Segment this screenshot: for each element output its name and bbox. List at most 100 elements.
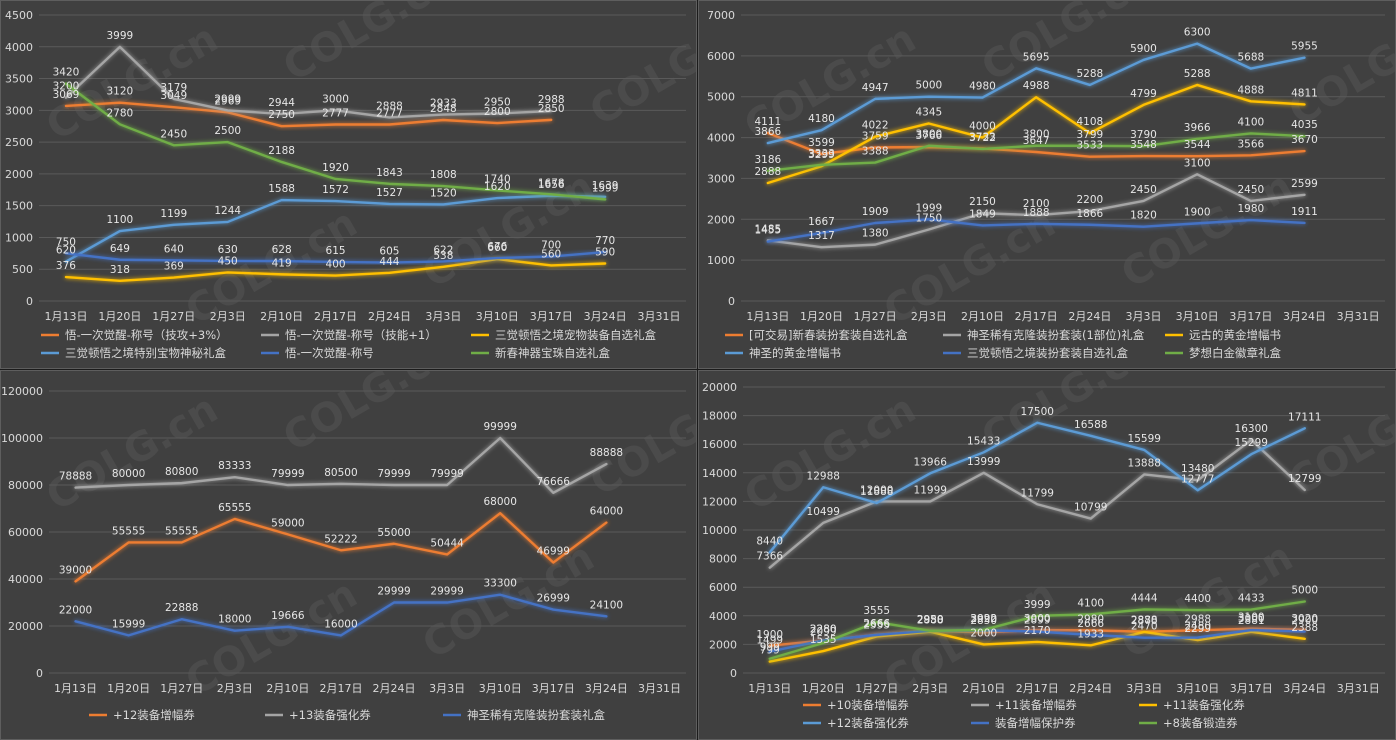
x-tick-label: 1月20日 xyxy=(800,310,843,323)
data-label: 2944 xyxy=(268,97,295,109)
y-tick-label: 16000 xyxy=(702,438,737,451)
data-label: 2950 xyxy=(917,614,944,626)
data-label: 3999 xyxy=(107,30,134,42)
data-label: 3790 xyxy=(1130,129,1157,141)
line-chart-4: COLG.cn COLG.cnCOLG.cnCOLG.cnCOLG.cn02000… xyxy=(702,371,1395,730)
data-label: 4345 xyxy=(915,106,942,118)
y-tick-label: 60000 xyxy=(8,526,43,539)
data-label: 88888 xyxy=(590,447,623,459)
x-tick-label: 3月17日 xyxy=(1229,310,1272,323)
data-label: 640 xyxy=(164,243,184,255)
data-label: 1920 xyxy=(322,162,349,174)
data-label: 5955 xyxy=(1291,41,1318,53)
data-label: 1999 xyxy=(915,202,942,214)
data-label: 649 xyxy=(110,243,130,255)
data-label: 2850 xyxy=(538,103,565,115)
legend-label: 装备增幅保护券 xyxy=(995,716,1076,730)
data-label: 55555 xyxy=(112,525,145,537)
legend-label: 三觉顿悟之境装扮套装自选礼盒 xyxy=(967,346,1128,360)
y-tick-label: 7000 xyxy=(707,9,735,22)
data-label: 2780 xyxy=(107,107,134,119)
y-tick-label: 80000 xyxy=(8,479,43,492)
data-label: 3069 xyxy=(53,89,80,101)
series-line-5 xyxy=(766,218,1306,243)
data-label: 10799 xyxy=(1074,502,1107,514)
data-label: 3733 xyxy=(969,131,996,143)
data-label: 2988 xyxy=(538,94,565,106)
data-label: 318 xyxy=(110,264,130,276)
y-tick-label: 10000 xyxy=(702,524,737,537)
data-label: 5000 xyxy=(1291,585,1318,597)
watermark-text: COLG.cn xyxy=(737,386,924,520)
data-label: 55000 xyxy=(377,527,410,539)
series-line-3 xyxy=(768,630,1306,663)
x-tick-label: 2月10日 xyxy=(962,682,1005,695)
data-label: 2666 xyxy=(1077,618,1104,630)
data-label: 3866 xyxy=(754,126,781,138)
data-label: 3120 xyxy=(107,86,134,98)
legend-label: +11装备增幅券 xyxy=(995,698,1077,712)
data-label: 2800 xyxy=(484,106,511,118)
data-label: 4400 xyxy=(1184,593,1211,605)
data-label: 2299 xyxy=(1184,623,1211,635)
data-label: 68000 xyxy=(484,496,517,508)
y-tick-label: 0 xyxy=(728,295,735,308)
data-label: 3999 xyxy=(1024,599,1051,611)
data-label: 2950 xyxy=(484,97,511,109)
data-label: 2870 xyxy=(1131,615,1158,627)
data-label: 3548 xyxy=(1130,139,1157,151)
x-tick-label: 2月3日 xyxy=(911,310,947,323)
data-label: 79999 xyxy=(377,468,410,480)
data-label: 3020 xyxy=(1291,613,1318,625)
series-line-1 xyxy=(74,511,608,583)
x-tick-label: 3月31日 xyxy=(638,310,681,323)
data-label: 1909 xyxy=(862,206,889,218)
data-label: 4022 xyxy=(862,120,889,132)
data-label: 444 xyxy=(379,256,399,268)
x-tick-label: 1月13日 xyxy=(54,682,97,695)
data-label: 33300 xyxy=(484,578,517,590)
data-label: 2200 xyxy=(1076,194,1103,206)
data-label: 16588 xyxy=(1074,419,1107,431)
legend-label: 新春神器宝珠自选礼盒 xyxy=(495,346,610,360)
series-line-2 xyxy=(64,45,553,119)
data-label: 5288 xyxy=(1076,68,1103,80)
data-label: 2188 xyxy=(268,145,295,157)
data-label: 2777 xyxy=(322,108,349,120)
legend-item: 悟-一次觉醒-称号 xyxy=(261,346,374,360)
data-label: 2480 xyxy=(1184,621,1211,633)
data-label: 2450 xyxy=(1237,184,1264,196)
y-tick-label: 3000 xyxy=(5,104,33,117)
legend-label: +11装备强化券 xyxy=(1163,698,1245,712)
x-tick-label: 3月17日 xyxy=(530,310,573,323)
data-label: 26999 xyxy=(537,593,570,605)
y-tick-label: 3000 xyxy=(707,172,735,185)
data-label: 4433 xyxy=(1238,593,1265,605)
data-label: 1933 xyxy=(1077,628,1104,640)
y-tick-label: 40000 xyxy=(8,573,43,586)
data-label: 5900 xyxy=(1130,43,1157,55)
data-label: 12777 xyxy=(1181,473,1214,485)
data-label: 99999 xyxy=(484,421,517,433)
series-line-6 xyxy=(766,132,1306,173)
data-label: 1639 xyxy=(592,180,619,192)
x-tick-label: 3月24日 xyxy=(584,310,627,323)
data-label: 2666 xyxy=(863,618,890,630)
y-tick-label: 20000 xyxy=(8,620,43,633)
data-label: 1499 xyxy=(756,635,783,647)
data-label: 4180 xyxy=(808,113,835,125)
data-label: 79999 xyxy=(271,468,304,480)
x-tick-label: 2月17日 xyxy=(1016,682,1059,695)
y-tick-label: 4500 xyxy=(5,9,33,22)
data-label: 1380 xyxy=(862,228,889,240)
data-label: 3722 xyxy=(969,132,996,144)
series-line-5 xyxy=(64,250,607,264)
series-line-2 xyxy=(768,438,1306,569)
data-label: 12000 xyxy=(860,484,893,496)
data-label: 1750 xyxy=(915,213,942,225)
data-label: 1888 xyxy=(1023,207,1050,219)
data-label: 4799 xyxy=(1130,88,1157,100)
y-tick-label: 4000 xyxy=(709,610,737,623)
data-label: 3022 xyxy=(970,613,997,625)
x-tick-label: 3月10日 xyxy=(1176,310,1219,323)
